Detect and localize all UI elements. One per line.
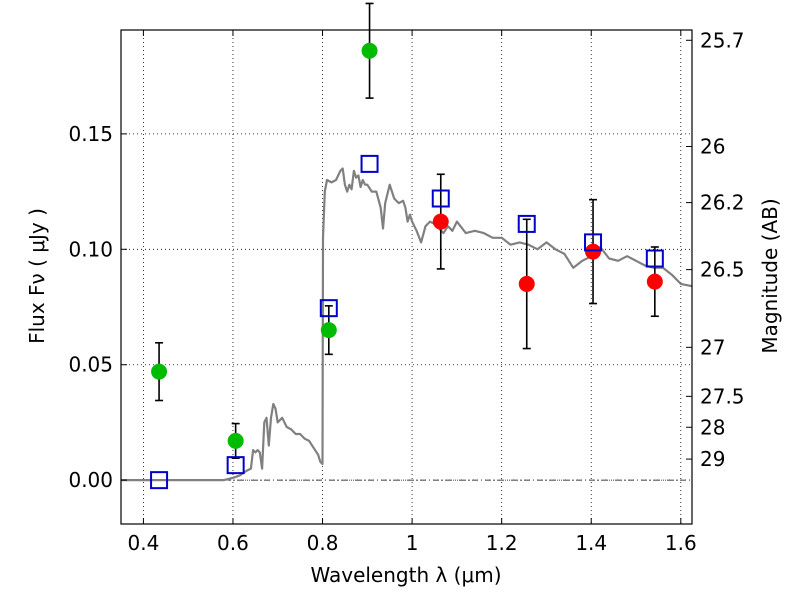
data-point — [646, 273, 663, 290]
y-tick-label: 0.00 — [68, 468, 113, 492]
x-tick-label: 0.8 — [307, 531, 339, 555]
model-spectrum-line — [121, 167, 693, 482]
model-photometry-point — [431, 189, 450, 208]
model-photometry-point — [360, 154, 379, 173]
x-tick-label: 1.4 — [575, 531, 607, 555]
x-tick-label: 0.4 — [127, 531, 159, 555]
x-tick-labels: 0.4 0.6 0.8 1 1.2 1.4 1.6 — [127, 531, 696, 555]
y-tick-label: 0.10 — [68, 237, 113, 261]
magnitude-axis-label: Magnitude (AB) — [758, 198, 782, 353]
model-photometry-point — [226, 456, 245, 475]
model-photometry-point — [645, 249, 664, 268]
magnitude-tick-label: 28 — [700, 415, 725, 439]
y-axis-label: Flux Fν ( μJy ) — [25, 208, 49, 344]
data-point — [151, 363, 168, 380]
y-tick-label: 0.05 — [68, 353, 113, 377]
x-tick-label: 1.2 — [486, 531, 518, 555]
data-markers — [150, 42, 664, 490]
data-point — [518, 275, 535, 292]
magnitude-tick-label: 27 — [700, 335, 725, 359]
x-tick-label: 0.6 — [217, 531, 249, 555]
y-tick-label: 0.15 — [68, 122, 113, 146]
tick-marks — [121, 30, 692, 524]
model-photometry-point — [517, 214, 536, 233]
magnitude-tick-label: 26.2 — [700, 191, 745, 215]
data-point — [227, 432, 244, 449]
data-point — [320, 322, 337, 339]
magnitude-tick-label: 27.5 — [700, 384, 745, 408]
magnitude-tick-label: 29 — [700, 447, 725, 471]
x-tick-label: 1.6 — [665, 531, 697, 555]
data-point — [432, 213, 449, 230]
magnitude-tick-label: 26.5 — [700, 258, 745, 282]
data-point — [585, 243, 602, 260]
data-point — [361, 42, 378, 59]
magnitude-tick-label: 26 — [700, 134, 725, 158]
model-photometry-point — [150, 471, 169, 490]
x-axis-label: Wavelength λ (μm) — [310, 563, 501, 587]
model-photometry-point — [584, 233, 603, 252]
model-photometry-point — [319, 299, 338, 318]
plot-frame — [120, 29, 693, 525]
magnitude-tick-labels: 25.7 26 26.2 26.5 27 27.5 28 29 — [700, 28, 745, 471]
y-tick-labels: 0.00 0.05 0.10 0.15 — [68, 122, 113, 492]
x-tick-label: 1 — [406, 531, 419, 555]
magnitude-tick-label: 25.7 — [700, 28, 745, 52]
